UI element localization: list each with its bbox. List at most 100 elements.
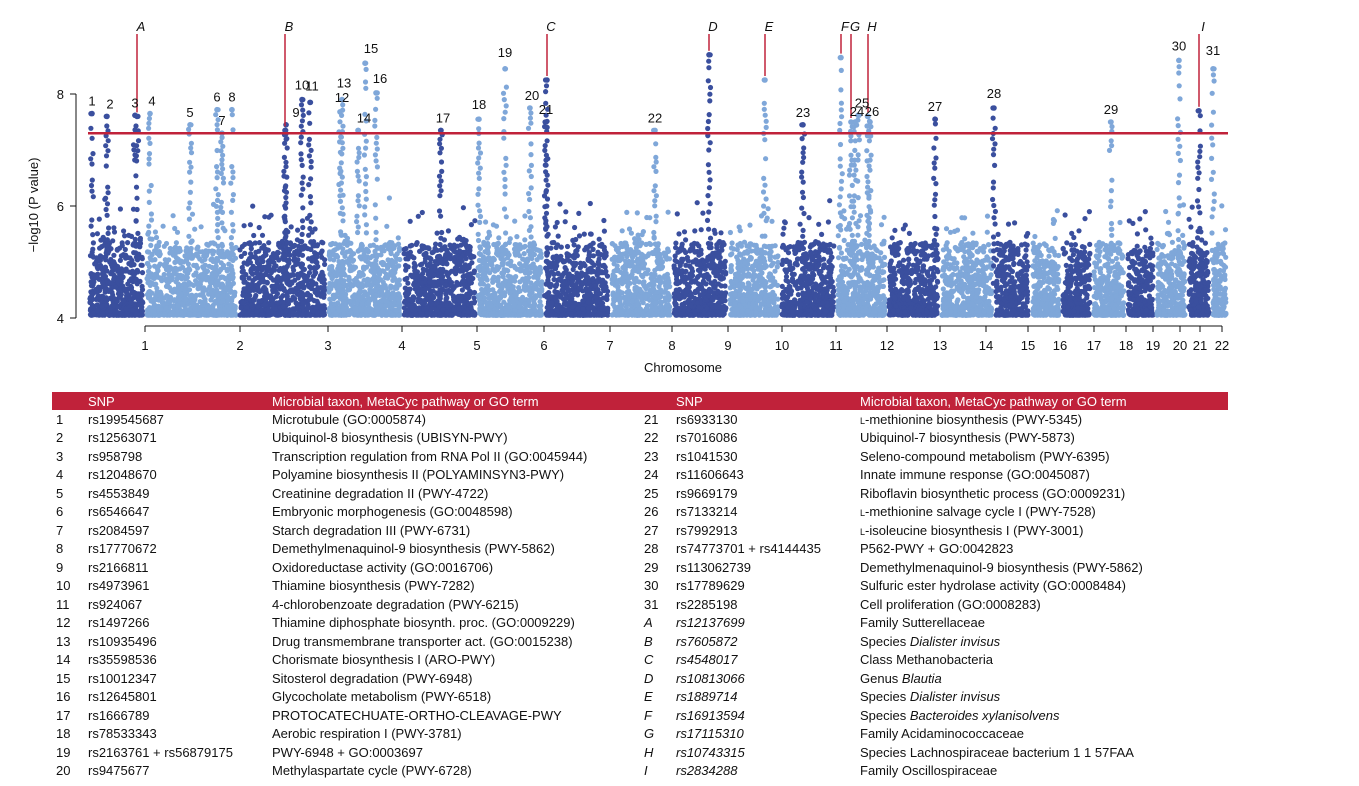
snp-point xyxy=(585,299,591,305)
snp-point xyxy=(248,246,254,252)
snp-point xyxy=(514,234,520,240)
snp-point xyxy=(172,225,178,232)
snp-point xyxy=(96,312,102,318)
snp-point xyxy=(559,307,565,313)
snp-point xyxy=(448,279,455,286)
snp-point xyxy=(575,244,581,250)
snp-point xyxy=(91,303,97,309)
snp-point xyxy=(175,281,181,287)
snp-point xyxy=(412,267,418,274)
snp-point xyxy=(411,260,417,266)
snp-point xyxy=(590,246,596,252)
snp-point xyxy=(204,268,211,274)
snp-point xyxy=(121,298,127,304)
snp-point xyxy=(112,296,118,302)
snp-point xyxy=(417,262,424,268)
snp-point xyxy=(171,286,178,292)
snp-point xyxy=(95,266,101,272)
snp-point xyxy=(265,312,271,318)
snp-point xyxy=(585,256,591,262)
snp-point xyxy=(260,277,266,283)
snp-point xyxy=(468,222,474,228)
snp-point xyxy=(118,292,124,298)
snp-point xyxy=(164,278,170,284)
snp-point xyxy=(506,282,512,288)
snp-point xyxy=(115,278,121,284)
snp-point xyxy=(242,241,248,247)
snp-point xyxy=(174,311,180,317)
snp-point xyxy=(388,272,394,278)
snp-point xyxy=(538,254,544,260)
snp-point xyxy=(386,195,392,201)
snp-point xyxy=(494,250,500,257)
snp-point xyxy=(316,276,322,282)
snp-point xyxy=(410,294,416,300)
snp-point xyxy=(176,249,182,255)
snp-point xyxy=(484,235,491,241)
snp-point xyxy=(564,285,570,291)
snp-point xyxy=(213,312,219,318)
snp-point xyxy=(402,285,408,291)
snp-point xyxy=(183,285,189,291)
snp-point xyxy=(210,240,216,246)
snp-point xyxy=(426,246,432,252)
snp-point xyxy=(277,244,283,250)
snp-point xyxy=(172,259,178,265)
snp-point xyxy=(521,251,527,257)
snp-point xyxy=(125,240,131,246)
snp-point xyxy=(522,237,528,243)
snp-point xyxy=(434,299,440,305)
snp-point xyxy=(212,300,218,306)
snp-point xyxy=(426,311,432,317)
snp-point xyxy=(532,301,538,307)
snp-point xyxy=(576,233,583,239)
snp-point xyxy=(227,285,233,291)
snp-point xyxy=(370,265,376,271)
snp-point xyxy=(122,286,128,292)
snp-point xyxy=(206,304,212,310)
snp-point xyxy=(174,229,181,235)
snp-point xyxy=(124,311,130,317)
snp-point xyxy=(111,225,117,231)
snp-point xyxy=(357,254,363,260)
snp-point xyxy=(114,246,120,252)
snp-point xyxy=(583,244,589,250)
snp-point xyxy=(408,312,414,318)
snp-point xyxy=(515,249,521,255)
snp-point xyxy=(106,288,112,294)
snp-point xyxy=(563,295,569,301)
snp-point xyxy=(259,312,265,318)
snp-point xyxy=(419,209,425,216)
snp-point xyxy=(487,270,493,276)
snp-point xyxy=(367,297,373,303)
snp-point xyxy=(468,271,474,277)
snp-point xyxy=(117,257,123,263)
snp-point xyxy=(252,240,258,246)
snp-point xyxy=(466,265,472,271)
snp-point xyxy=(233,312,239,318)
snp-point xyxy=(256,224,262,231)
snp-point xyxy=(550,260,556,266)
snp-point xyxy=(448,302,454,308)
snp-point xyxy=(392,284,398,290)
snp-point xyxy=(223,285,229,291)
snp-point xyxy=(294,304,300,310)
snp-point xyxy=(169,249,175,255)
snp-point xyxy=(163,240,170,247)
snp-point xyxy=(341,310,347,317)
snp-point xyxy=(572,224,578,231)
snp-point xyxy=(318,305,324,311)
snp-point xyxy=(187,311,193,317)
snp-point xyxy=(161,262,167,268)
snp-point xyxy=(103,279,109,285)
snp-point xyxy=(331,295,337,302)
snp-point xyxy=(569,304,576,310)
snp-point xyxy=(395,291,402,297)
snp-point xyxy=(231,289,237,296)
snp-point xyxy=(419,300,425,306)
snp-point xyxy=(191,272,197,278)
snp-point xyxy=(189,211,196,217)
snp-point xyxy=(268,269,274,276)
snp-point xyxy=(137,235,143,241)
snp-point xyxy=(305,311,311,317)
